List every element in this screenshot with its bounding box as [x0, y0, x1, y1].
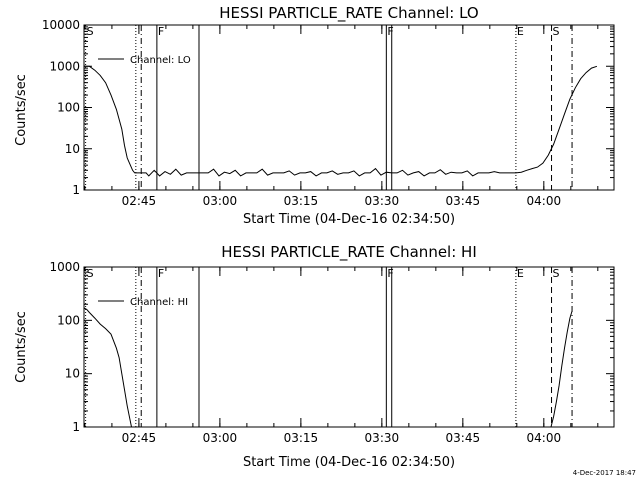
- x-tick-label: 03:00: [203, 431, 238, 445]
- y-tick-label: 100: [57, 101, 80, 115]
- x-tick-label: 02:45: [122, 431, 157, 445]
- y-tick-label: 1: [72, 420, 80, 434]
- y-axis-label: Counts/sec: [14, 311, 29, 383]
- y-tick-label: 10: [65, 142, 80, 156]
- panel-lo: HESSI PARTICLE_RATE Channel: LO Counts/s…: [14, 4, 615, 227]
- plot-area: 1 10 100 1000 10000 02:45 03:00 03:15 03:30 03:45…: [42, 18, 615, 208]
- legend-label: Channel: HI: [130, 297, 188, 308]
- x-tick-label: 03:30: [365, 194, 400, 208]
- data-series-line: [83, 307, 132, 428]
- x-tick-label: 02:45: [122, 194, 157, 208]
- x-axis-label: Start Time (04-Dec-16 02:34:50): [243, 455, 455, 470]
- timestamp-stamp: 4-Dec-2017 18:47: [573, 469, 636, 477]
- y-tick-label: 1: [72, 183, 80, 197]
- event-marker-label: F: [387, 267, 393, 280]
- x-axis-label: Start Time (04-Dec-16 02:34:50): [243, 212, 455, 227]
- y-tick-label: 100: [57, 313, 80, 327]
- chart-title: HESSI PARTICLE_RATE Channel: LO: [219, 4, 478, 23]
- event-marker-label: S: [87, 25, 94, 38]
- x-tick-label: 04:00: [527, 431, 562, 445]
- x-tick-label: 03:15: [284, 431, 319, 445]
- plot-frame: [83, 24, 615, 191]
- event-marker-label: F: [158, 267, 164, 280]
- y-axis-label: Counts/sec: [14, 74, 29, 146]
- chart-title: HESSI PARTICLE_RATE Channel: HI: [221, 243, 477, 262]
- event-marker-label: F: [387, 25, 393, 38]
- legend-label: Channel: LO: [130, 55, 191, 66]
- event-marker-label: S: [553, 25, 560, 38]
- panel-hi: HESSI PARTICLE_RATE Channel: HI Counts/s…: [14, 243, 615, 470]
- y-tick-label: 1000: [49, 59, 80, 73]
- x-tick-label: 04:00: [527, 194, 562, 208]
- plot-area: 1 10 100 1000 02:45 03:00 03:15 03:30 03:45 04:00…: [49, 260, 615, 445]
- x-tick-label: 03:45: [446, 431, 481, 445]
- event-marker-label: S: [87, 267, 94, 280]
- y-tick-label: 1000: [49, 260, 80, 274]
- y-tick-label: 10000: [42, 18, 80, 32]
- x-tick-label: 03:00: [203, 194, 238, 208]
- event-marker-label: S: [553, 267, 560, 280]
- data-series-line: [550, 310, 573, 428]
- y-tick-label: 10: [65, 367, 80, 381]
- plot-frame: [83, 266, 615, 428]
- x-tick-label: 03:15: [284, 194, 319, 208]
- x-tick-label: 03:30: [365, 431, 400, 445]
- x-tick-label: 03:45: [446, 194, 481, 208]
- event-marker-label: E: [517, 25, 524, 38]
- event-marker-label: F: [158, 25, 164, 38]
- data-series-line: [84, 65, 598, 177]
- event-marker-label: E: [517, 267, 524, 280]
